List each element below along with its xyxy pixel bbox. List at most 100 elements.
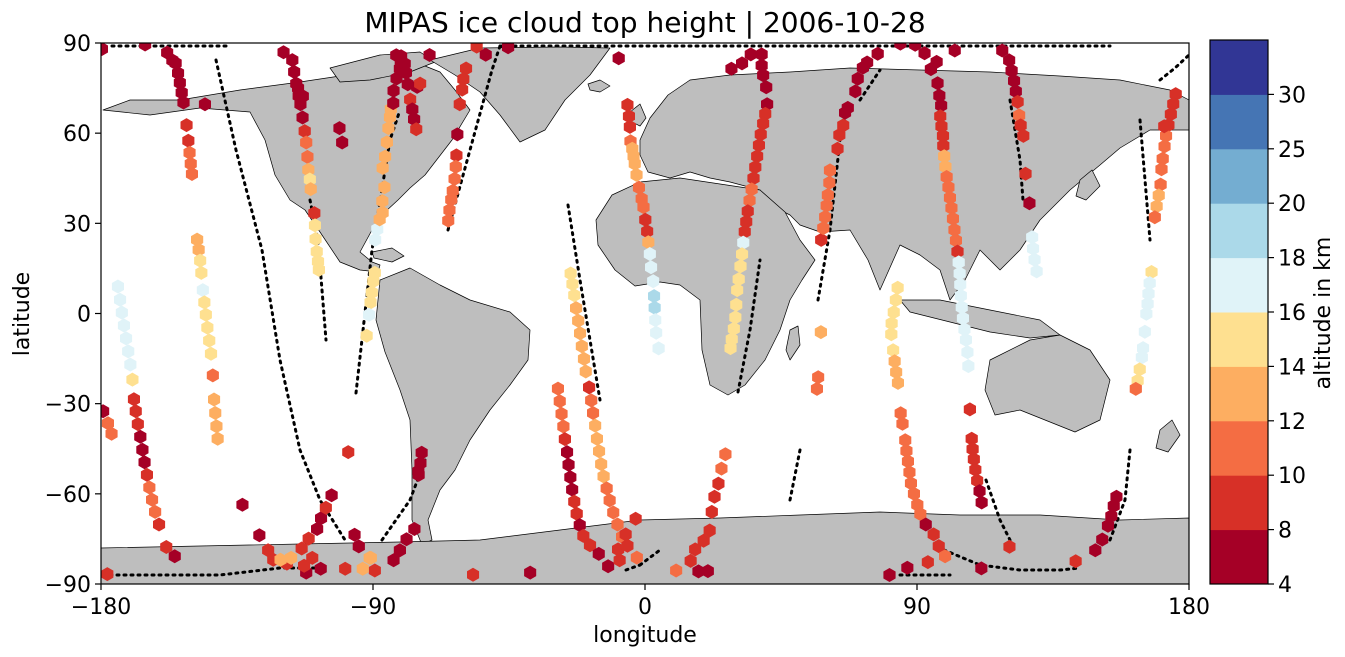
data-point bbox=[1026, 230, 1039, 245]
land-madagascar bbox=[785, 325, 801, 361]
data-point bbox=[117, 318, 130, 333]
data-point bbox=[333, 121, 346, 136]
data-point bbox=[551, 381, 564, 396]
data-point bbox=[955, 300, 968, 315]
data-point bbox=[180, 118, 193, 133]
data-point bbox=[909, 43, 922, 52]
data-point bbox=[399, 65, 412, 80]
data-point bbox=[619, 527, 632, 542]
data-point bbox=[948, 43, 961, 58]
orbit-track bbox=[446, 44, 502, 232]
data-point bbox=[201, 320, 214, 335]
data-point bbox=[738, 224, 751, 239]
data-point bbox=[602, 559, 615, 574]
data-point bbox=[408, 522, 421, 536]
data-point bbox=[629, 511, 642, 526]
data-point bbox=[412, 464, 425, 479]
data-point bbox=[401, 77, 414, 92]
data-point bbox=[939, 549, 952, 564]
data-point bbox=[445, 192, 458, 207]
data-point bbox=[572, 313, 585, 328]
data-point bbox=[939, 159, 952, 174]
data-point bbox=[953, 266, 966, 281]
data-point bbox=[387, 96, 400, 111]
data-point bbox=[122, 344, 135, 359]
data-point bbox=[815, 232, 828, 247]
data-point bbox=[198, 97, 211, 112]
orbit-track bbox=[736, 258, 762, 394]
data-point bbox=[564, 470, 577, 485]
data-point bbox=[692, 564, 705, 579]
data-point bbox=[382, 121, 395, 136]
y-tick-label: 30 bbox=[63, 212, 91, 237]
data-point bbox=[376, 205, 389, 220]
data-point bbox=[812, 370, 825, 385]
data-point bbox=[888, 354, 901, 369]
data-point bbox=[101, 404, 110, 419]
data-point bbox=[971, 473, 984, 488]
orbit-track bbox=[858, 68, 882, 102]
data-point bbox=[973, 484, 986, 499]
data-point bbox=[896, 416, 909, 431]
data-point bbox=[891, 280, 904, 295]
data-point bbox=[1158, 139, 1171, 154]
land-iceland bbox=[587, 79, 611, 93]
data-point bbox=[603, 493, 616, 508]
data-point bbox=[697, 533, 710, 548]
data-point bbox=[747, 171, 760, 186]
data-point bbox=[752, 138, 765, 153]
data-point bbox=[196, 283, 209, 298]
data-point bbox=[936, 128, 950, 143]
data-point bbox=[191, 232, 204, 247]
data-point bbox=[566, 482, 579, 497]
data-point bbox=[931, 76, 944, 91]
x-tick-label: 0 bbox=[638, 595, 652, 620]
data-point bbox=[670, 563, 683, 578]
data-point bbox=[286, 53, 299, 68]
land-greenland bbox=[429, 46, 611, 143]
data-point bbox=[342, 445, 355, 460]
data-point bbox=[129, 404, 142, 419]
data-point bbox=[195, 265, 208, 280]
data-point bbox=[393, 543, 406, 558]
data-point bbox=[363, 307, 376, 322]
data-point bbox=[134, 429, 147, 444]
data-point bbox=[319, 500, 332, 515]
data-point bbox=[1167, 97, 1180, 111]
data-point bbox=[821, 188, 834, 203]
data-point bbox=[400, 532, 413, 547]
data-point bbox=[124, 357, 137, 372]
data-point bbox=[621, 538, 634, 553]
colorbar-tick-label: 20 bbox=[1278, 192, 1306, 217]
data-point bbox=[1135, 350, 1148, 365]
data-point bbox=[967, 452, 980, 467]
data-point bbox=[308, 206, 321, 221]
y-tick-label: 0 bbox=[77, 303, 91, 328]
colorbar-segment bbox=[1210, 148, 1268, 204]
data-point bbox=[689, 542, 702, 557]
data-point bbox=[295, 541, 308, 556]
data-point bbox=[708, 489, 721, 504]
data-point bbox=[209, 406, 222, 420]
data-point bbox=[101, 416, 114, 431]
data-point bbox=[387, 553, 400, 568]
data-point bbox=[701, 564, 714, 579]
data-point bbox=[630, 167, 643, 182]
orbit-track bbox=[108, 566, 322, 577]
data-point bbox=[149, 504, 162, 519]
data-point bbox=[406, 102, 419, 117]
data-point bbox=[684, 553, 697, 568]
orbit-track bbox=[1138, 118, 1152, 242]
data-point bbox=[274, 552, 287, 567]
data-point bbox=[184, 156, 197, 171]
data-point bbox=[568, 494, 581, 509]
data-point bbox=[607, 505, 620, 520]
data-point bbox=[755, 47, 768, 62]
data-point bbox=[743, 193, 756, 208]
data-point bbox=[900, 443, 913, 458]
data-point bbox=[364, 295, 377, 310]
data-point bbox=[630, 550, 643, 565]
data-point bbox=[577, 351, 590, 366]
data-point bbox=[356, 561, 369, 576]
